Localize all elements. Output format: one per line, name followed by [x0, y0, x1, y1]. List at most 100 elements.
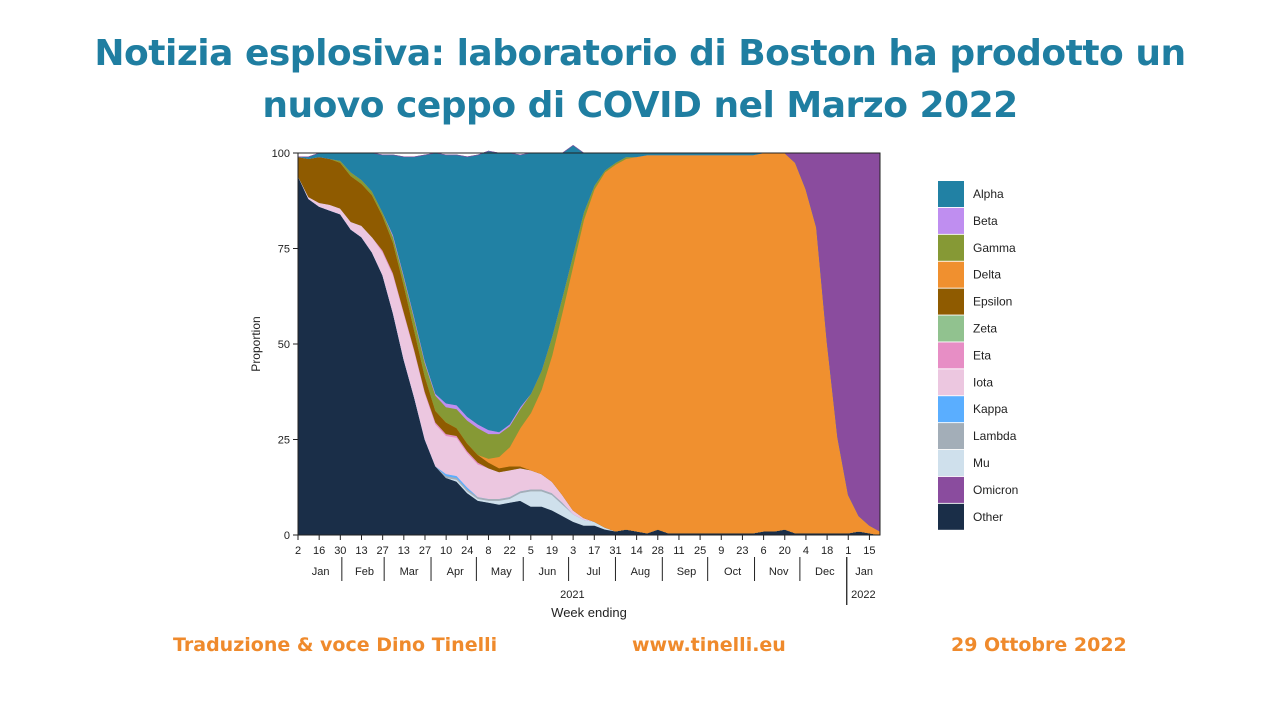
x-tick-label: 16 — [313, 545, 325, 557]
legend-item-iota: Iota — [938, 369, 993, 396]
x-tick-label: 2 — [295, 545, 301, 557]
x-month-label: Jul — [587, 566, 601, 578]
x-month-label: Oct — [724, 566, 741, 578]
legend-swatch-delta — [938, 261, 964, 288]
x-tick-label: 18 — [821, 545, 833, 557]
x-month-label: Jan — [312, 566, 330, 578]
legend: Alpha Beta Gamma Delta Epsilon Zeta Eta Iota Kap… — [938, 181, 1018, 530]
x-tick-label: 13 — [355, 545, 367, 557]
x-month-label: Jun — [539, 566, 557, 578]
legend-swatch-alpha — [938, 181, 964, 207]
x-tick-label: 8 — [485, 545, 491, 557]
legend-swatch-other — [938, 503, 964, 530]
legend-swatch-gamma — [938, 234, 964, 261]
x-tick-label: 14 — [630, 545, 642, 557]
x-tick-label: 27 — [377, 545, 389, 557]
x-month-label: Nov — [769, 566, 789, 578]
x-month-label: Apr — [447, 566, 464, 578]
legend-item-eta: Eta — [938, 342, 991, 369]
x-tick-label: 31 — [609, 545, 621, 557]
y-axis-label: Proportion — [249, 316, 263, 371]
legend-label-mu: Mu — [973, 456, 990, 470]
x-month-label: Sep — [677, 566, 697, 578]
x-month-label: Aug — [631, 566, 651, 578]
x-month-label: Feb — [355, 566, 374, 578]
legend-label-zeta: Zeta — [973, 322, 997, 336]
legend-item-zeta: Zeta — [938, 315, 997, 342]
x-tick-label: 17 — [588, 545, 600, 557]
headline: Notizia esplosiva: laboratorio di Boston… — [60, 28, 1220, 132]
headline-line-2: nuovo ceppo di COVID nel Marzo 2022 — [262, 85, 1018, 126]
legend-label-lambda: Lambda — [973, 429, 1017, 443]
legend-label-beta: Beta — [973, 214, 998, 228]
legend-item-epsilon: Epsilon — [938, 288, 1012, 315]
legend-swatch-kappa — [938, 396, 964, 423]
x-tick-label: 3 — [570, 545, 576, 557]
x-tick-label: 1 — [845, 545, 851, 557]
y-tick-label: 25 — [278, 435, 290, 447]
x-month-label: Jan — [855, 566, 873, 578]
legend-label-omicron: Omicron — [973, 483, 1018, 497]
legend-item-beta: Beta — [938, 207, 998, 234]
x-tick-label: 4 — [803, 545, 809, 557]
legend-label-alpha: Alpha — [973, 187, 1004, 201]
x-tick-label: 22 — [504, 545, 516, 557]
x-tick-label: 23 — [736, 545, 748, 557]
y-tick-label: 50 — [278, 339, 290, 351]
x-tick-label: 30 — [334, 545, 346, 557]
legend-swatch-iota — [938, 369, 964, 396]
legend-swatch-eta — [938, 342, 964, 369]
x-tick-label: 24 — [461, 545, 473, 557]
legend-item-gamma: Gamma — [938, 234, 1016, 261]
x-month-label: Mar — [400, 566, 419, 578]
legend-label-eta: Eta — [973, 348, 991, 362]
legend-swatch-mu — [938, 450, 964, 476]
x-tick-label: 10 — [440, 545, 452, 557]
footer-date: 29 Ottobre 2022 — [951, 634, 1127, 656]
x-year-label: 2021 — [560, 589, 584, 601]
legend-item-delta: Delta — [938, 261, 1001, 288]
y-tick-label: 0 — [284, 530, 290, 542]
x-tick-label: 13 — [398, 545, 410, 557]
legend-label-kappa: Kappa — [973, 402, 1008, 416]
x-tick-label: 25 — [694, 545, 706, 557]
legend-item-lambda: Lambda — [938, 423, 1017, 450]
legend-label-epsilon: Epsilon — [973, 295, 1012, 309]
x-tick-label: 6 — [761, 545, 767, 557]
x-month-label: Dec — [815, 566, 835, 578]
x-tick-label: 15 — [863, 545, 875, 557]
legend-swatch-epsilon — [938, 288, 964, 315]
x-tick-label: 20 — [779, 545, 791, 557]
legend-item-alpha: Alpha — [938, 181, 1004, 207]
legend-item-other: Other — [938, 503, 1003, 530]
x-tick-label: 28 — [652, 545, 664, 557]
footer-credit: Traduzione & voce Dino Tinelli — [173, 634, 498, 656]
x-tick-label: 9 — [718, 545, 724, 557]
legend-item-mu: Mu — [938, 450, 990, 476]
legend-swatch-omicron — [938, 476, 964, 503]
x-year-label: 2022 — [851, 589, 875, 601]
legend-swatch-zeta — [938, 315, 964, 342]
footer-website-link[interactable]: www.tinelli.eu — [632, 634, 786, 656]
legend-swatch-beta — [938, 207, 964, 234]
x-tick-label: 27 — [419, 545, 431, 557]
legend-item-omicron: Omicron — [938, 476, 1018, 503]
y-tick-label: 75 — [278, 244, 290, 256]
headline-line-1: Notizia esplosiva: laboratorio di Boston… — [94, 33, 1186, 74]
legend-label-gamma: Gamma — [973, 241, 1016, 255]
legend-label-other: Other — [973, 510, 1003, 524]
variant-proportion-chart: 0 25 50 75 100 Proportion 2 16 30 13 27 13 27 10 24 8 22… — [246, 142, 1040, 622]
stacked-areas — [297, 145, 881, 536]
x-axis-label: Week ending — [551, 605, 627, 620]
x-tick-label: 11 — [673, 545, 684, 557]
x-tick-label: 19 — [546, 545, 558, 557]
y-tick-label: 100 — [272, 148, 290, 160]
legend-label-delta: Delta — [973, 268, 1001, 282]
legend-label-iota: Iota — [973, 375, 993, 389]
legend-swatch-lambda — [938, 423, 964, 450]
legend-item-kappa: Kappa — [938, 396, 1008, 423]
x-tick-label: 5 — [528, 545, 534, 557]
x-month-label: May — [491, 566, 512, 578]
